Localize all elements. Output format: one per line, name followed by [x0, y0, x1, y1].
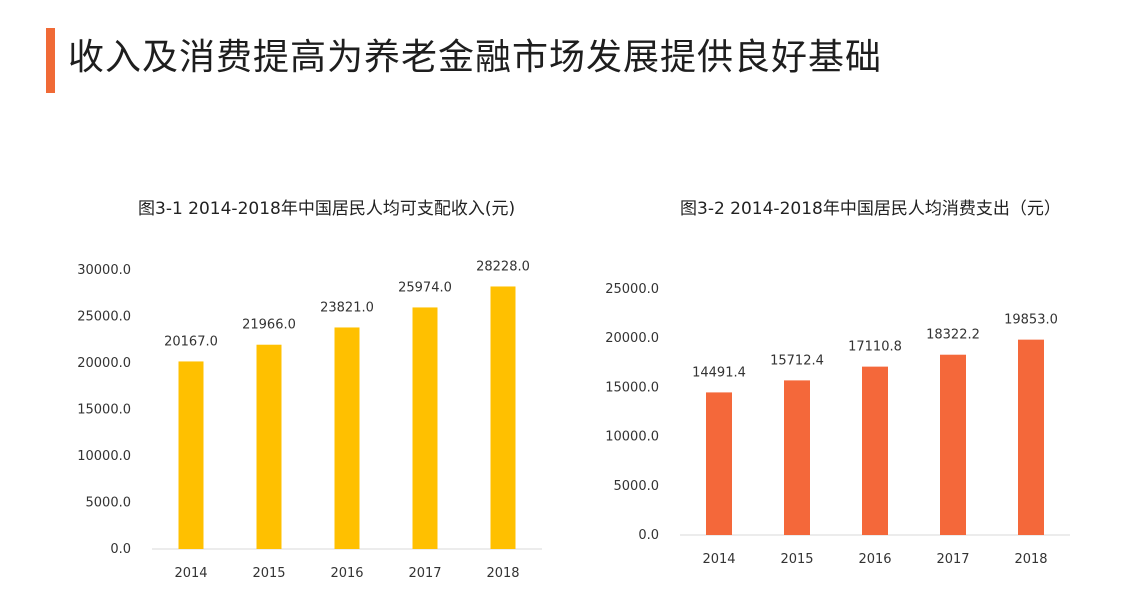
income-bar-2016	[334, 327, 360, 549]
spending-y-tick-label: 20000.0	[605, 331, 659, 346]
spending-y-tick-label: 10000.0	[605, 430, 659, 445]
income-bar-2014	[178, 361, 204, 549]
income-data-label: 25974.0	[398, 280, 452, 295]
spending-bar-2017	[940, 354, 966, 535]
income-data-label: 28228.0	[476, 259, 530, 274]
spending-x-tick-label: 2014	[702, 552, 735, 567]
income-y-tick-label: 5000.0	[86, 496, 132, 511]
income-x-tick-label: 2017	[408, 566, 441, 581]
income-y-tick-label: 25000.0	[77, 310, 131, 325]
spending-data-label: 15712.4	[770, 353, 824, 368]
income-y-tick-label: 20000.0	[77, 356, 131, 371]
spending-bar-2016	[862, 366, 888, 535]
spending-x-tick-label: 2015	[780, 552, 813, 567]
spending-x-tick-label: 2018	[1014, 552, 1047, 567]
spending-y-tick-label: 0.0	[638, 528, 659, 543]
spending-y-tick-label: 5000.0	[614, 479, 660, 494]
spending-data-label: 18322.2	[926, 328, 980, 343]
spending-x-tick-label: 2016	[858, 552, 891, 567]
income-chart-title: 图3-1 2014-2018年中国居民人均可支配收入(元)	[138, 199, 516, 219]
income-data-label: 21966.0	[242, 318, 296, 333]
income-data-label: 20167.0	[164, 334, 218, 349]
spending-bar-2018	[1018, 339, 1044, 535]
spending-bar-2014	[706, 392, 732, 535]
income-x-tick-label: 2018	[486, 566, 519, 581]
spending-y-tick-label: 15000.0	[605, 380, 659, 395]
title-accent-bar	[46, 28, 55, 93]
income-x-tick-label: 2015	[252, 566, 285, 581]
income-y-tick-label: 15000.0	[77, 403, 131, 418]
spending-y-tick-label: 25000.0	[605, 282, 659, 297]
income-y-tick-label: 0.0	[110, 542, 131, 557]
income-y-tick-label: 30000.0	[77, 263, 131, 278]
spending-x-tick-label: 2017	[936, 552, 969, 567]
income-bar-2017	[412, 307, 438, 549]
spending-chart-title: 图3-2 2014-2018年中国居民人均消费支出（元）	[680, 199, 1061, 219]
page-title: 收入及消费提高为养老金融市场发展提供良好基础	[68, 37, 883, 78]
income-bar-2018	[490, 286, 516, 549]
income-x-tick-label: 2014	[174, 566, 207, 581]
income-bar-2015	[256, 344, 282, 549]
income-y-tick-label: 10000.0	[77, 449, 131, 464]
income-data-label: 23821.0	[320, 300, 374, 315]
income-x-tick-label: 2016	[330, 566, 363, 581]
spending-bar-2015	[784, 380, 810, 535]
spending-data-label: 19853.0	[1004, 313, 1058, 328]
spending-data-label: 14491.4	[692, 365, 746, 380]
spending-data-label: 17110.8	[848, 340, 902, 355]
